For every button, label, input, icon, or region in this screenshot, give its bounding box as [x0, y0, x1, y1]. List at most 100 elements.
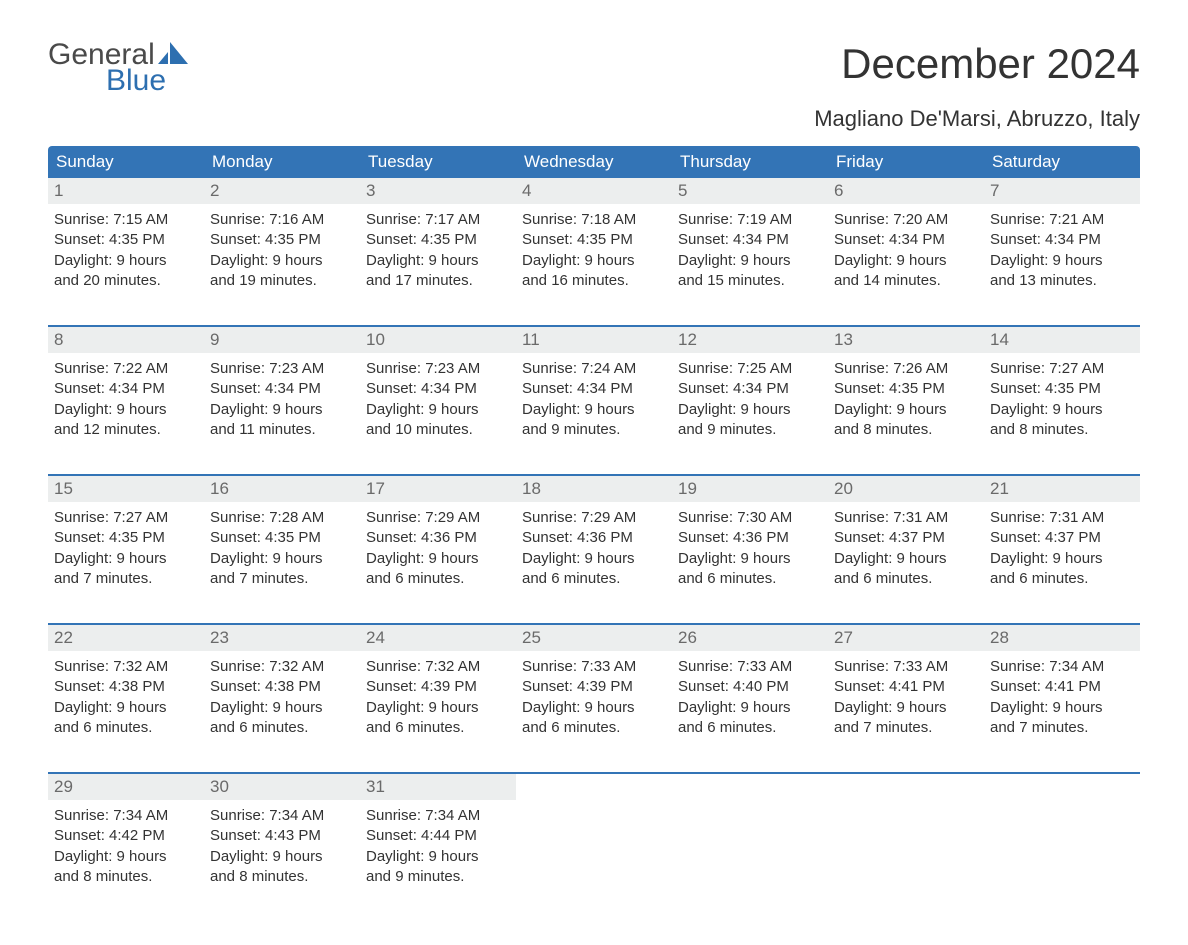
daylight-line: and 16 minutes.: [522, 271, 666, 291]
day-details: Sunrise: 7:26 AMSunset: 4:35 PMDaylight:…: [828, 353, 984, 440]
sunset-line: Sunset: 4:35 PM: [990, 379, 1134, 399]
daylight-line: Daylight: 9 hours: [366, 847, 510, 867]
daylight-line: Daylight: 9 hours: [522, 549, 666, 569]
sunrise-line: Sunrise: 7:29 AM: [366, 508, 510, 528]
daylight-line: Daylight: 9 hours: [54, 251, 198, 271]
calendar-week: 8Sunrise: 7:22 AMSunset: 4:34 PMDaylight…: [48, 325, 1140, 458]
calendar-week: 29Sunrise: 7:34 AMSunset: 4:42 PMDayligh…: [48, 772, 1140, 905]
weekday-header: Thursday: [672, 146, 828, 178]
daylight-line: Daylight: 9 hours: [990, 400, 1134, 420]
sunset-line: Sunset: 4:39 PM: [366, 677, 510, 697]
calendar-week: 1Sunrise: 7:15 AMSunset: 4:35 PMDaylight…: [48, 178, 1140, 309]
sunset-line: Sunset: 4:35 PM: [522, 230, 666, 250]
sunrise-line: Sunrise: 7:23 AM: [366, 359, 510, 379]
day-number: 14: [984, 327, 1140, 353]
sunset-line: Sunset: 4:34 PM: [834, 230, 978, 250]
day-details: Sunrise: 7:16 AMSunset: 4:35 PMDaylight:…: [204, 204, 360, 291]
daylight-line: and 7 minutes.: [990, 718, 1134, 738]
daylight-line: Daylight: 9 hours: [522, 698, 666, 718]
sunset-line: Sunset: 4:36 PM: [522, 528, 666, 548]
daylight-line: Daylight: 9 hours: [522, 400, 666, 420]
sunset-line: Sunset: 4:35 PM: [366, 230, 510, 250]
daylight-line: and 7 minutes.: [834, 718, 978, 738]
sunset-line: Sunset: 4:36 PM: [678, 528, 822, 548]
day-number: 28: [984, 625, 1140, 651]
weekday-header: Monday: [204, 146, 360, 178]
daylight-line: Daylight: 9 hours: [210, 251, 354, 271]
day-number: 26: [672, 625, 828, 651]
sunset-line: Sunset: 4:34 PM: [678, 230, 822, 250]
day-number: 27: [828, 625, 984, 651]
day-number: 25: [516, 625, 672, 651]
day-details: Sunrise: 7:31 AMSunset: 4:37 PMDaylight:…: [828, 502, 984, 589]
sunrise-line: Sunrise: 7:18 AM: [522, 210, 666, 230]
day-cell: 24Sunrise: 7:32 AMSunset: 4:39 PMDayligh…: [360, 625, 516, 756]
day-details: Sunrise: 7:30 AMSunset: 4:36 PMDaylight:…: [672, 502, 828, 589]
weekday-header-row: Sunday Monday Tuesday Wednesday Thursday…: [48, 146, 1140, 178]
day-details: Sunrise: 7:33 AMSunset: 4:41 PMDaylight:…: [828, 651, 984, 738]
day-cell: 7Sunrise: 7:21 AMSunset: 4:34 PMDaylight…: [984, 178, 1140, 309]
sunset-line: Sunset: 4:35 PM: [834, 379, 978, 399]
daylight-line: Daylight: 9 hours: [522, 251, 666, 271]
daylight-line: and 15 minutes.: [678, 271, 822, 291]
day-cell: 8Sunrise: 7:22 AMSunset: 4:34 PMDaylight…: [48, 327, 204, 458]
day-number: [516, 774, 672, 780]
day-number: 9: [204, 327, 360, 353]
sunrise-line: Sunrise: 7:33 AM: [678, 657, 822, 677]
day-number: 2: [204, 178, 360, 204]
day-details: Sunrise: 7:18 AMSunset: 4:35 PMDaylight:…: [516, 204, 672, 291]
day-details: Sunrise: 7:32 AMSunset: 4:39 PMDaylight:…: [360, 651, 516, 738]
day-cell: 5Sunrise: 7:19 AMSunset: 4:34 PMDaylight…: [672, 178, 828, 309]
daylight-line: and 9 minutes.: [522, 420, 666, 440]
day-number: 12: [672, 327, 828, 353]
daylight-line: Daylight: 9 hours: [834, 698, 978, 718]
weekday-header: Wednesday: [516, 146, 672, 178]
daylight-line: Daylight: 9 hours: [366, 251, 510, 271]
daylight-line: and 6 minutes.: [366, 569, 510, 589]
sunset-line: Sunset: 4:35 PM: [54, 528, 198, 548]
sunset-line: Sunset: 4:37 PM: [990, 528, 1134, 548]
daylight-line: and 19 minutes.: [210, 271, 354, 291]
daylight-line: and 6 minutes.: [678, 569, 822, 589]
day-details: Sunrise: 7:22 AMSunset: 4:34 PMDaylight:…: [48, 353, 204, 440]
day-details: Sunrise: 7:29 AMSunset: 4:36 PMDaylight:…: [516, 502, 672, 589]
day-cell: 26Sunrise: 7:33 AMSunset: 4:40 PMDayligh…: [672, 625, 828, 756]
sunset-line: Sunset: 4:34 PM: [678, 379, 822, 399]
daylight-line: Daylight: 9 hours: [366, 549, 510, 569]
sunrise-line: Sunrise: 7:27 AM: [54, 508, 198, 528]
daylight-line: and 6 minutes.: [834, 569, 978, 589]
daylight-line: Daylight: 9 hours: [210, 549, 354, 569]
daylight-line: Daylight: 9 hours: [210, 847, 354, 867]
day-number: 19: [672, 476, 828, 502]
daylight-line: and 8 minutes.: [990, 420, 1134, 440]
day-details: Sunrise: 7:34 AMSunset: 4:43 PMDaylight:…: [204, 800, 360, 887]
sunrise-line: Sunrise: 7:16 AM: [210, 210, 354, 230]
sunset-line: Sunset: 4:37 PM: [834, 528, 978, 548]
sunrise-line: Sunrise: 7:19 AM: [678, 210, 822, 230]
day-details: Sunrise: 7:29 AMSunset: 4:36 PMDaylight:…: [360, 502, 516, 589]
sunrise-line: Sunrise: 7:34 AM: [210, 806, 354, 826]
daylight-line: and 20 minutes.: [54, 271, 198, 291]
daylight-line: and 6 minutes.: [522, 718, 666, 738]
weekday-header: Friday: [828, 146, 984, 178]
daylight-line: Daylight: 9 hours: [990, 698, 1134, 718]
daylight-line: Daylight: 9 hours: [990, 549, 1134, 569]
title-block: December 2024: [841, 40, 1140, 88]
day-details: Sunrise: 7:33 AMSunset: 4:39 PMDaylight:…: [516, 651, 672, 738]
sunrise-line: Sunrise: 7:34 AM: [990, 657, 1134, 677]
daylight-line: Daylight: 9 hours: [834, 251, 978, 271]
sunset-line: Sunset: 4:38 PM: [210, 677, 354, 697]
weekday-header: Saturday: [984, 146, 1140, 178]
header: General Blue December 2024: [48, 40, 1140, 96]
day-cell: [672, 774, 828, 905]
sunrise-line: Sunrise: 7:15 AM: [54, 210, 198, 230]
sunset-line: Sunset: 4:34 PM: [522, 379, 666, 399]
day-details: Sunrise: 7:27 AMSunset: 4:35 PMDaylight:…: [984, 353, 1140, 440]
day-cell: 16Sunrise: 7:28 AMSunset: 4:35 PMDayligh…: [204, 476, 360, 607]
sunrise-line: Sunrise: 7:33 AM: [834, 657, 978, 677]
sunrise-line: Sunrise: 7:34 AM: [54, 806, 198, 826]
day-cell: 14Sunrise: 7:27 AMSunset: 4:35 PMDayligh…: [984, 327, 1140, 458]
day-cell: 1Sunrise: 7:15 AMSunset: 4:35 PMDaylight…: [48, 178, 204, 309]
daylight-line: Daylight: 9 hours: [54, 400, 198, 420]
day-details: Sunrise: 7:34 AMSunset: 4:41 PMDaylight:…: [984, 651, 1140, 738]
